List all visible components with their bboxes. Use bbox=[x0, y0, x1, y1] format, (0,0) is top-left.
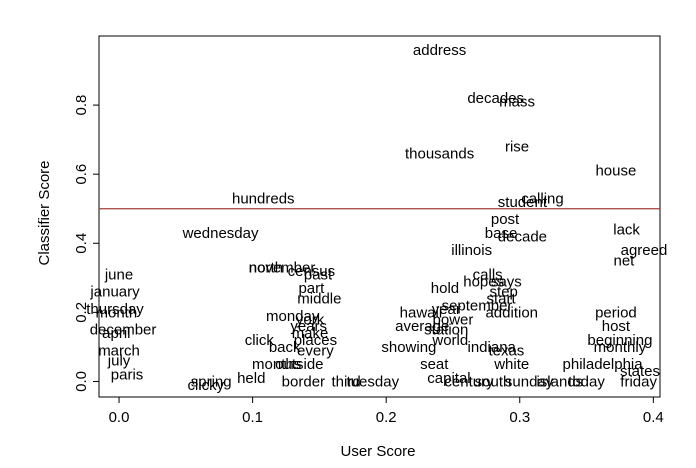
word-point: census bbox=[288, 263, 336, 280]
x-tick-label: 0.0 bbox=[109, 409, 130, 426]
word-point: house bbox=[595, 163, 636, 180]
word-point: months bbox=[252, 356, 301, 373]
x-tick-label: 0.1 bbox=[242, 409, 263, 426]
word-point: lack bbox=[613, 221, 640, 238]
word-point: address bbox=[413, 42, 466, 59]
word-point: click bbox=[245, 332, 275, 349]
plot-frame bbox=[98, 35, 661, 398]
word-point: december bbox=[90, 322, 157, 339]
word-point: places bbox=[294, 332, 337, 349]
x-axis: 0.0 0.1 0.2 0.3 0.4 bbox=[109, 397, 664, 426]
word-point: calling bbox=[521, 190, 564, 207]
word-point: station bbox=[424, 322, 468, 339]
word-point: tuesday bbox=[347, 373, 400, 390]
word-point: texas bbox=[488, 342, 524, 359]
word-point: hopes bbox=[463, 273, 504, 290]
y-axis: 0.0 0.2 0.4 0.6 0.8 bbox=[73, 95, 99, 392]
word-point: sunday bbox=[505, 373, 554, 390]
word-point: middle bbox=[297, 291, 341, 308]
y-tick-label: 0.8 bbox=[73, 95, 90, 116]
word-point: friday bbox=[620, 373, 657, 390]
word-point: seat bbox=[420, 356, 449, 373]
word-point: power bbox=[433, 311, 474, 328]
word-point: islands bbox=[536, 373, 583, 390]
word-point: world bbox=[431, 332, 468, 349]
word-point: third bbox=[332, 373, 361, 390]
word-point: hawaii bbox=[400, 304, 443, 321]
word-point: net bbox=[614, 253, 636, 270]
word-point: start bbox=[486, 291, 516, 308]
word-point: decade bbox=[498, 228, 547, 245]
word-point: make bbox=[292, 325, 329, 342]
word-point: november bbox=[249, 259, 316, 276]
word-point: period bbox=[595, 304, 637, 321]
word-point: monthly bbox=[594, 339, 647, 356]
word-point: illinois bbox=[451, 242, 492, 259]
word-point: part bbox=[298, 280, 325, 297]
y-tick-label: 0.6 bbox=[73, 164, 90, 185]
word-point: decades bbox=[467, 90, 524, 107]
plot-border bbox=[98, 35, 661, 398]
word-point: outside bbox=[275, 356, 323, 373]
x-tick-label: 0.3 bbox=[509, 409, 530, 426]
word-point: north bbox=[249, 259, 283, 276]
word-point: agreed bbox=[621, 242, 668, 259]
word-point: beginning bbox=[587, 332, 652, 349]
word-point: month bbox=[96, 304, 138, 321]
word-point: clicky bbox=[188, 377, 225, 394]
word-point: hundreds bbox=[232, 190, 295, 207]
word-point: south bbox=[475, 373, 512, 390]
word-point: wednesday bbox=[182, 225, 259, 242]
word-point: host bbox=[602, 318, 631, 335]
word-point: thousands bbox=[405, 145, 474, 162]
word-point: june bbox=[104, 266, 133, 283]
word-point: year bbox=[432, 301, 461, 318]
word-point: student bbox=[498, 194, 548, 211]
x-axis-title: User Score bbox=[340, 443, 415, 460]
word-point: century bbox=[444, 373, 494, 390]
word-point: says bbox=[491, 273, 522, 290]
word-point: step bbox=[490, 284, 518, 301]
y-axis-title: Classifier Score bbox=[36, 160, 53, 265]
word-point: april bbox=[102, 325, 130, 342]
word-point: white bbox=[493, 356, 529, 373]
word-point: today bbox=[568, 373, 605, 390]
word-point: rise bbox=[505, 139, 529, 156]
word-point: years bbox=[290, 318, 327, 335]
word-point: calls bbox=[473, 266, 503, 283]
word-point: every bbox=[297, 342, 334, 359]
word-point: indiana bbox=[468, 339, 517, 356]
word-point: past bbox=[304, 266, 333, 283]
word-point: mass bbox=[499, 94, 535, 111]
x-tick-label: 0.2 bbox=[376, 409, 397, 426]
word-point: philadelphia bbox=[563, 356, 644, 373]
word-point: york bbox=[296, 311, 325, 328]
word-point: held bbox=[237, 370, 265, 387]
y-tick-label: 0.0 bbox=[73, 371, 90, 392]
word-point: border bbox=[282, 373, 325, 390]
word-point: base bbox=[485, 225, 518, 242]
word-point: addition bbox=[485, 304, 538, 321]
word-point: monday bbox=[266, 308, 320, 325]
word-point: march bbox=[98, 342, 140, 359]
word-point: spring bbox=[191, 373, 232, 390]
word-point: states bbox=[620, 363, 660, 380]
word-point: post bbox=[491, 211, 520, 228]
word-point: showing bbox=[381, 339, 436, 356]
word-point: average bbox=[395, 318, 449, 335]
word-point: january bbox=[89, 284, 140, 301]
word-point: capital bbox=[427, 370, 470, 387]
word-point: hold bbox=[431, 280, 459, 297]
word-point: july bbox=[107, 353, 131, 370]
word-point: september bbox=[442, 297, 513, 314]
word-point: back bbox=[269, 339, 301, 356]
y-tick-label: 0.4 bbox=[73, 233, 90, 254]
x-tick-label: 0.4 bbox=[643, 409, 664, 426]
word-point: thursday bbox=[86, 301, 144, 318]
y-tick-label: 0.2 bbox=[73, 302, 90, 323]
word-point: paris bbox=[111, 367, 144, 384]
